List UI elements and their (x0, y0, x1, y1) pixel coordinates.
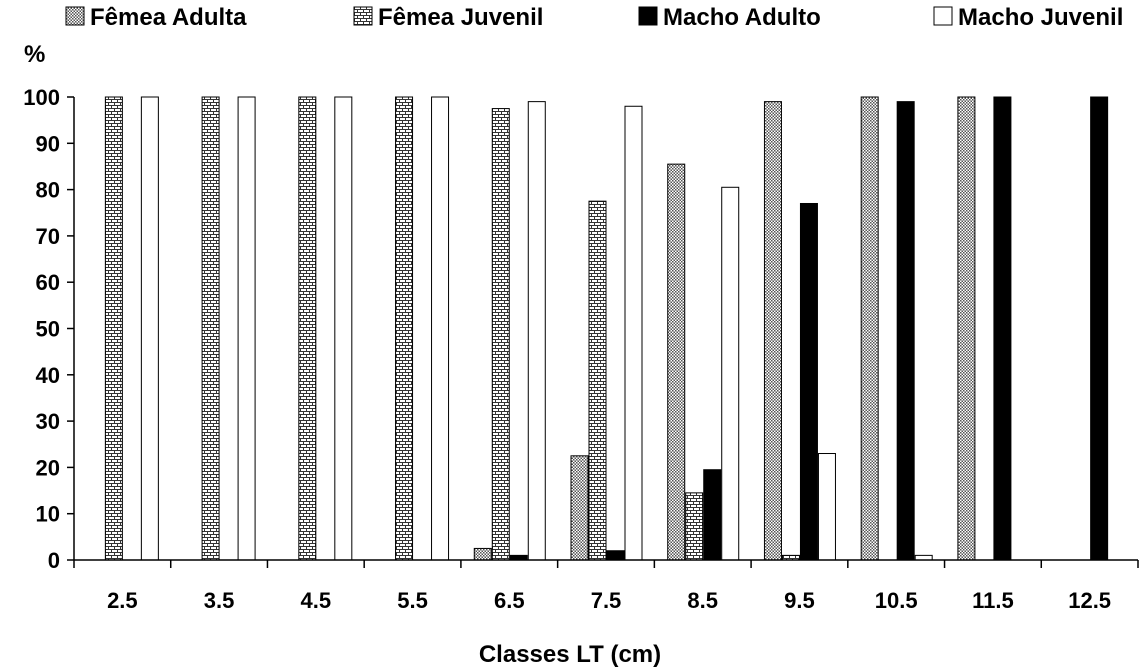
bar-f-mea-juvenil-6-5 (491, 108, 510, 561)
bar-macho-juvenil-5-5 (431, 96, 450, 561)
y-tick-label: 10 (36, 502, 60, 527)
y-tick-label: 0 (48, 548, 60, 573)
bar-macho-juvenil-6-5 (527, 101, 546, 561)
bar-macho-adulto-8-5 (703, 469, 722, 561)
legend-label: Macho Juvenil (958, 4, 1123, 31)
bar-macho-juvenil-2-5 (140, 96, 159, 561)
bar-macho-adulto-7-5 (606, 550, 625, 561)
bar-f-mea-adulta-7-5 (570, 455, 589, 561)
bar-f-mea-adulta-9-5 (763, 101, 782, 561)
bar-macho-juvenil-4-5 (334, 96, 353, 561)
bar-f-mea-adulta-10-5 (860, 96, 879, 561)
y-axis-label: % (24, 41, 45, 68)
bar-macho-juvenil-7-5 (624, 105, 643, 561)
x-tick-label: 8.5 (687, 588, 718, 613)
bar-f-mea-juvenil-2-5 (104, 96, 123, 561)
legend-label: Fêmea Juvenil (378, 4, 543, 31)
legend-label: Macho Adulto (663, 4, 821, 31)
bar-f-mea-juvenil-4-5 (298, 96, 317, 561)
y-tick-label: 40 (36, 363, 60, 388)
bar-f-mea-juvenil-8-5 (685, 492, 704, 561)
bar-f-mea-adulta-11-5 (957, 96, 976, 561)
bar-macho-juvenil-9-5 (817, 453, 836, 561)
bar-f-mea-juvenil-3-5 (201, 96, 220, 561)
x-axis: 2.5 3.5 4.5 5.5 6.5 7.5 8.5 9.5 10.5 11.5 12.5 (73, 560, 1139, 613)
x-tick-label: 3.5 (204, 588, 235, 613)
bar-macho-adulto-10-5 (896, 101, 915, 561)
y-tick-label: 80 (36, 178, 60, 203)
y-axis: 0 10 20 30 40 50 60 70 80 90 100 (23, 85, 74, 573)
bar-f-mea-adulta-8-5 (667, 163, 686, 561)
y-tick-label: 20 (36, 455, 60, 480)
x-tick-label: 10.5 (875, 588, 918, 613)
x-tick-label: 11.5 (972, 588, 1014, 613)
legend-swatch (933, 6, 953, 26)
x-tick-label: 7.5 (591, 588, 622, 613)
legend-label: Fêmea Adulta (90, 4, 247, 31)
x-tick-label: 5.5 (397, 588, 428, 613)
y-tick-label: 50 (36, 317, 60, 342)
x-tick-label: 4.5 (301, 588, 332, 613)
bar-macho-adulto-11-5 (993, 96, 1012, 561)
legend: Fêmea Adulta Fêmea Juvenil Macho Adulto Mac… (65, 4, 1123, 31)
bar-macho-adulto-12-5 (1090, 96, 1109, 561)
bar-f-mea-adulta-6-5 (473, 547, 492, 561)
x-tick-label: 12.5 (1068, 588, 1111, 613)
bar-f-mea-juvenil-7-5 (588, 200, 607, 561)
y-tick-label: 70 (36, 224, 60, 249)
y-tick-label: 60 (36, 270, 60, 295)
y-tick-label: 30 (36, 409, 60, 434)
x-tick-label: 6.5 (494, 588, 525, 613)
bar-macho-adulto-9-5 (799, 202, 818, 561)
bar-macho-juvenil-3-5 (237, 96, 256, 561)
x-tick-label: 2.5 (107, 588, 138, 613)
legend-swatch (65, 6, 85, 26)
bar-f-mea-juvenil-5-5 (395, 96, 414, 561)
x-tick-label: 9.5 (784, 588, 815, 613)
legend-swatch (638, 6, 658, 26)
legend-swatch (353, 6, 373, 26)
x-axis-label: Classes LT (cm) (479, 641, 661, 668)
bars (104, 96, 1109, 561)
y-tick-label: 90 (36, 131, 60, 156)
y-tick-label: 100 (23, 85, 60, 110)
bar-macho-juvenil-8-5 (721, 186, 740, 561)
